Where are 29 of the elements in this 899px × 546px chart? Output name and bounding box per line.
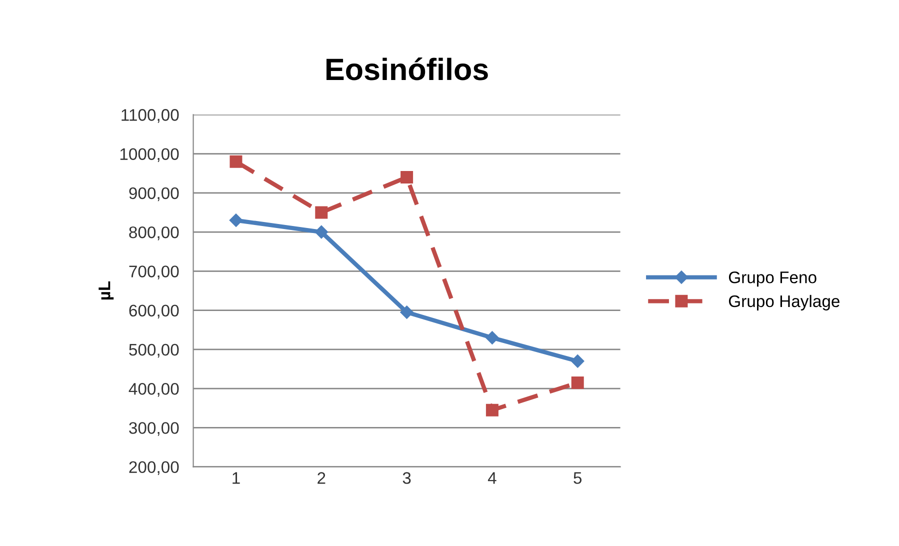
y-tick-label: 900,00: [129, 187, 179, 202]
point: [486, 331, 499, 344]
point: [400, 171, 414, 184]
legend-label: Grupo Feno: [728, 271, 816, 287]
legend-label: Grupo Haylage: [728, 294, 840, 310]
point: [486, 404, 498, 416]
point: [314, 225, 328, 239]
y-tick-label: 500,00: [129, 344, 179, 358]
x-tick-label: 3: [402, 472, 411, 484]
y-tick-label: 800,00: [129, 226, 179, 240]
y-tick-label: 700,00: [129, 266, 179, 280]
chart-title: Eosinófilos: [326, 58, 488, 80]
x-tick-label: 5: [574, 472, 582, 484]
point: [230, 155, 242, 168]
point: [400, 306, 414, 319]
y-tick-label: 1000,00: [120, 148, 179, 162]
x-tick-label: 2: [318, 472, 326, 484]
point: [571, 376, 584, 389]
point: [229, 214, 243, 227]
point: [315, 206, 328, 219]
x-tick-label: 4: [488, 472, 496, 484]
y-tick-label: 600,00: [129, 304, 179, 318]
point: [571, 354, 584, 368]
y-tick-label: 200,00: [129, 461, 179, 475]
y-axis-title: µL: [98, 281, 114, 300]
y-tick-label: 300,00: [129, 422, 179, 436]
x-tick-label: 1: [232, 472, 240, 484]
y-tick-label: 400,00: [128, 382, 179, 397]
y-tick-label: 1100,00: [122, 109, 179, 123]
